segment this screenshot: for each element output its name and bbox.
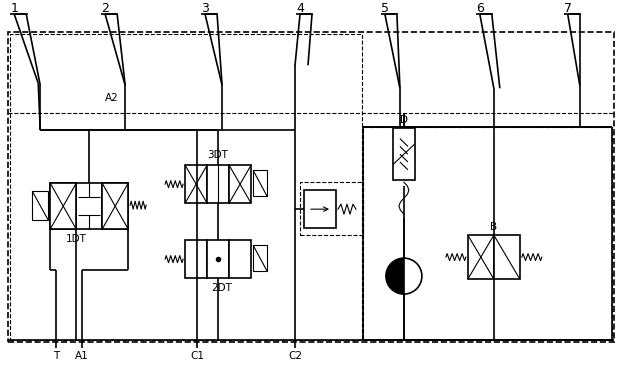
Text: D: D: [400, 115, 408, 125]
Bar: [50, 183, 77, 229]
Text: 2DT: 2DT: [211, 283, 233, 293]
Bar: [185, 240, 207, 278]
Bar: [253, 245, 267, 271]
Bar: [229, 240, 251, 278]
Bar: [393, 128, 415, 180]
Bar: [8, 32, 614, 342]
Bar: [77, 183, 102, 229]
Text: 1DT: 1DT: [66, 234, 86, 244]
Bar: [185, 165, 207, 203]
Text: B: B: [490, 222, 498, 232]
Bar: [207, 240, 229, 278]
Bar: [304, 190, 336, 228]
Bar: [11, 34, 362, 340]
Bar: [229, 165, 251, 203]
Bar: [102, 183, 128, 229]
Bar: [363, 127, 611, 340]
Bar: [494, 235, 520, 279]
Text: 2: 2: [101, 2, 109, 15]
Text: 6: 6: [476, 2, 484, 15]
Text: 1: 1: [11, 2, 18, 15]
Text: 3DT: 3DT: [208, 150, 228, 160]
Bar: [300, 182, 363, 235]
Text: 7: 7: [564, 2, 572, 15]
Text: A2: A2: [105, 93, 119, 103]
Bar: [468, 235, 494, 279]
Bar: [102, 183, 128, 229]
Text: 3: 3: [201, 2, 209, 15]
Bar: [50, 183, 77, 229]
Bar: [32, 191, 49, 220]
Text: A1: A1: [75, 351, 89, 361]
Bar: [253, 170, 267, 196]
Wedge shape: [386, 258, 404, 294]
Text: 5: 5: [381, 2, 389, 15]
Text: T: T: [53, 351, 59, 361]
Bar: [207, 165, 229, 203]
Text: C2: C2: [288, 351, 302, 361]
Text: 4: 4: [296, 2, 304, 15]
Text: C1: C1: [190, 351, 204, 361]
